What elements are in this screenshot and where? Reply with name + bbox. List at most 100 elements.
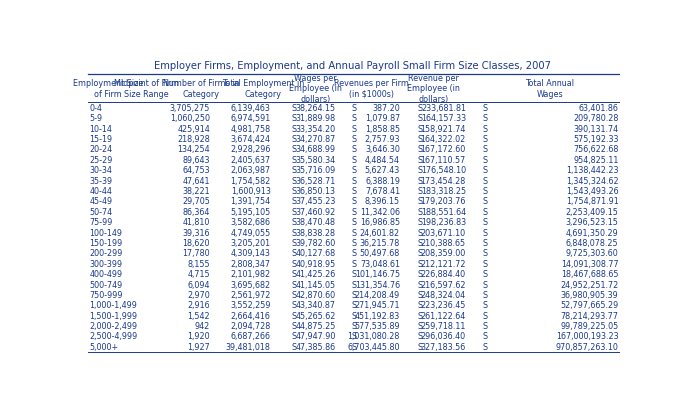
Text: Total Annual
Wages: Total Annual Wages	[525, 79, 574, 98]
Text: S: S	[483, 280, 488, 289]
Text: 2,916: 2,916	[187, 301, 210, 310]
Text: 30-34: 30-34	[89, 166, 112, 175]
Text: S: S	[418, 332, 423, 341]
Text: 209,780.28: 209,780.28	[573, 114, 619, 123]
Text: 39,782.60: 39,782.60	[296, 238, 336, 247]
Text: S: S	[291, 270, 297, 279]
Text: 11,342.06: 11,342.06	[360, 207, 400, 216]
Text: 1,858.85: 1,858.85	[365, 124, 400, 133]
Text: 942: 942	[195, 321, 210, 330]
Text: 173,454.28: 173,454.28	[420, 176, 466, 185]
Text: S: S	[418, 290, 423, 299]
Text: S: S	[483, 342, 488, 351]
Text: Employment Size
of Firm: Employment Size of Firm	[72, 79, 143, 98]
Text: S: S	[352, 176, 357, 185]
Text: Wages per
Employee (in
dollars): Wages per Employee (in dollars)	[289, 74, 342, 103]
Text: S: S	[483, 301, 488, 310]
Text: 179,203.76: 179,203.76	[420, 197, 466, 206]
Text: S: S	[352, 207, 357, 216]
Text: 37,460.92: 37,460.92	[296, 207, 336, 216]
Text: 40,918.95: 40,918.95	[296, 259, 336, 268]
Text: S: S	[483, 238, 488, 247]
Text: 9,725,303.60: 9,725,303.60	[566, 249, 619, 258]
Text: 218,928: 218,928	[177, 135, 210, 144]
Text: 167,000,193.23: 167,000,193.23	[556, 332, 619, 341]
Text: 223,236.45: 223,236.45	[420, 301, 466, 310]
Text: 6,974,591: 6,974,591	[230, 114, 271, 123]
Text: 425,914: 425,914	[177, 124, 210, 133]
Text: 40,127.68: 40,127.68	[296, 249, 336, 258]
Text: 3,646.30: 3,646.30	[365, 145, 400, 154]
Text: 38,838.28: 38,838.28	[296, 228, 336, 237]
Text: 212,121.72: 212,121.72	[420, 259, 466, 268]
Text: 261,122.64: 261,122.64	[420, 311, 466, 320]
Text: 1,000-1,499: 1,000-1,499	[89, 301, 137, 310]
Text: S: S	[483, 166, 488, 175]
Text: Revenue per
Employee (in
dollars): Revenue per Employee (in dollars)	[407, 74, 460, 103]
Text: 24,601.82: 24,601.82	[360, 228, 400, 237]
Text: 50,497.68: 50,497.68	[360, 249, 400, 258]
Text: Number of Firms in
Category: Number of Firms in Category	[163, 79, 239, 98]
Text: 2,928,296: 2,928,296	[230, 145, 271, 154]
Text: 164,157.33: 164,157.33	[421, 114, 466, 123]
Text: 6,848,078.25: 6,848,078.25	[566, 238, 619, 247]
Text: 271,945.71: 271,945.71	[355, 301, 400, 310]
Text: 164,322.02: 164,322.02	[420, 135, 466, 144]
Text: 1,927: 1,927	[187, 342, 210, 351]
Text: 3,705,275: 3,705,275	[169, 103, 210, 112]
Text: 4,981,758: 4,981,758	[230, 124, 271, 133]
Text: 5,000+: 5,000+	[89, 342, 119, 351]
Text: 24,952,251.72: 24,952,251.72	[560, 280, 619, 289]
Text: S: S	[483, 270, 488, 279]
Text: 40-44: 40-44	[89, 187, 112, 196]
Text: 6,687,266: 6,687,266	[231, 332, 271, 341]
Text: S: S	[483, 197, 488, 206]
Text: 2,101,982: 2,101,982	[230, 270, 271, 279]
Text: S: S	[291, 332, 297, 341]
Text: S: S	[418, 218, 423, 227]
Text: 18,620: 18,620	[183, 238, 210, 247]
Text: 1,542: 1,542	[187, 311, 210, 320]
Text: S: S	[418, 249, 423, 258]
Text: S: S	[352, 342, 357, 351]
Text: 64,753: 64,753	[183, 166, 210, 175]
Text: 210,388.65: 210,388.65	[421, 238, 466, 247]
Text: S: S	[418, 301, 423, 310]
Text: 29,705: 29,705	[183, 197, 210, 206]
Text: 3,582,686: 3,582,686	[231, 218, 271, 227]
Text: S: S	[418, 270, 423, 279]
Text: 3,205,201: 3,205,201	[230, 238, 271, 247]
Text: Midpoint of Firm
Size Range: Midpoint of Firm Size Range	[114, 79, 179, 98]
Text: 1,138,442.23: 1,138,442.23	[566, 166, 619, 175]
Text: S: S	[291, 249, 297, 258]
Text: S: S	[291, 145, 297, 154]
Text: 2,000-2,499: 2,000-2,499	[89, 321, 137, 330]
Text: 1,600,913: 1,600,913	[231, 187, 271, 196]
Text: S: S	[418, 280, 423, 289]
Text: 3,674,424: 3,674,424	[231, 135, 271, 144]
Text: S: S	[483, 103, 488, 112]
Text: S: S	[483, 311, 488, 320]
Text: 36,980,905.39: 36,980,905.39	[561, 290, 619, 299]
Text: 47,641: 47,641	[183, 176, 210, 185]
Text: S: S	[352, 238, 357, 247]
Text: S: S	[483, 332, 488, 341]
Text: 4,691,350.29: 4,691,350.29	[566, 228, 619, 237]
Text: 259,718.11: 259,718.11	[420, 321, 466, 330]
Text: 18,467,688.65: 18,467,688.65	[561, 270, 619, 279]
Text: 2,253,409.15: 2,253,409.15	[566, 207, 619, 216]
Text: 63,401.86: 63,401.86	[579, 103, 619, 112]
Text: 300-399: 300-399	[89, 259, 123, 268]
Text: S: S	[352, 311, 357, 320]
Text: 327,183.56: 327,183.56	[420, 342, 466, 351]
Text: S: S	[352, 155, 357, 164]
Text: 1,754,871.91: 1,754,871.91	[566, 197, 619, 206]
Text: S: S	[418, 114, 423, 123]
Text: 2,757.93: 2,757.93	[364, 135, 400, 144]
Text: S: S	[483, 155, 488, 164]
Text: 75-99: 75-99	[89, 218, 112, 227]
Text: S: S	[418, 342, 423, 351]
Text: 2,561,972: 2,561,972	[230, 290, 271, 299]
Text: 216,597.62: 216,597.62	[420, 280, 466, 289]
Text: 36,215.78: 36,215.78	[360, 238, 400, 247]
